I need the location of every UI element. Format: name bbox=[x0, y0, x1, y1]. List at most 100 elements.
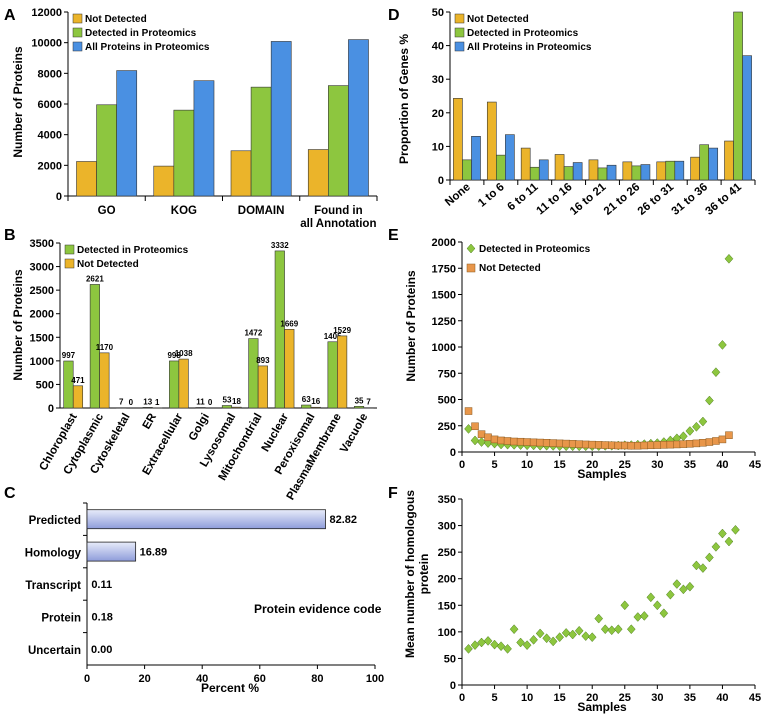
bar-detected-3 bbox=[328, 85, 349, 197]
point-mean bbox=[483, 636, 493, 646]
bar-all-0 bbox=[116, 70, 138, 197]
point-not-detected bbox=[601, 441, 609, 449]
point-mean bbox=[542, 633, 551, 644]
bar-not_detected-6 bbox=[231, 406, 242, 409]
x-category-label: all Annotation bbox=[300, 218, 376, 230]
bar-detected-10 bbox=[327, 341, 338, 409]
point-not-detected bbox=[712, 437, 720, 445]
point-not-detected bbox=[555, 439, 564, 448]
point-detected bbox=[679, 431, 688, 442]
panel-E-chart: 0 250 500 750 1000 1250 1500 1750 2000 0 5 10 15 20 25… bbox=[432, 237, 762, 471]
point-mean bbox=[587, 632, 597, 643]
point-not-detected bbox=[725, 431, 733, 439]
y-tick-label: 1750 bbox=[432, 263, 456, 275]
point-not-detected bbox=[699, 439, 707, 447]
bar-detected-7 bbox=[699, 144, 709, 181]
panel-B-ylabel: Number of Proteins bbox=[11, 269, 25, 381]
point-not-detected bbox=[647, 441, 655, 450]
point-mean bbox=[548, 636, 558, 647]
point-mean bbox=[503, 643, 512, 654]
legend-swatch-all bbox=[454, 41, 465, 52]
y-category-label: Protein bbox=[41, 612, 81, 624]
panel-C-xlabel: Percent % bbox=[201, 681, 259, 695]
panel-F-ylabel: Mean number of homologous protein bbox=[403, 490, 431, 658]
x-tick-label: 80 bbox=[311, 673, 323, 685]
point-mean bbox=[705, 552, 714, 563]
bar-detected-0 bbox=[63, 360, 74, 409]
point-not-detected bbox=[497, 436, 505, 445]
y-tick-label: 50 bbox=[444, 653, 456, 665]
bar-all-6 bbox=[674, 160, 685, 181]
point-not-detected bbox=[503, 437, 512, 445]
point-not-detected bbox=[568, 440, 577, 448]
bar-value-label: 35 bbox=[355, 396, 364, 405]
y-tick-label: 4000 bbox=[38, 130, 62, 142]
bar-value-label: 0.11 bbox=[91, 579, 112, 591]
bar-all-5 bbox=[640, 164, 651, 181]
x-tick-label: 40 bbox=[716, 692, 728, 704]
panel-F-ylabel-line1: Mean number of homologous bbox=[403, 490, 417, 658]
point-not-detected bbox=[621, 441, 629, 450]
point-detected bbox=[724, 253, 734, 264]
x-tick-label: 35 bbox=[684, 459, 696, 471]
bar-not_detected-4 bbox=[178, 358, 189, 409]
y-tick-label: 8000 bbox=[38, 68, 62, 80]
bar-not_detected-5 bbox=[622, 161, 633, 181]
point-not-detected bbox=[614, 441, 623, 450]
x-tick-label: 30 bbox=[651, 692, 663, 704]
point-mean bbox=[509, 624, 519, 635]
x-category-label: ER bbox=[141, 411, 160, 431]
legend-swatch-all bbox=[72, 41, 83, 52]
legend-swatch-not_detected bbox=[72, 13, 83, 24]
bar-value-label: 16 bbox=[311, 397, 320, 406]
y-tick-label: 1500 bbox=[30, 332, 54, 344]
legend-label: Detected in Proteomics bbox=[467, 28, 579, 39]
point-mean bbox=[522, 640, 532, 651]
y-tick-label: 1250 bbox=[432, 316, 456, 328]
x-category-label: DOMAIN bbox=[238, 205, 285, 217]
point-mean bbox=[718, 528, 727, 539]
x-category-label: 11 to 16 bbox=[534, 181, 574, 217]
bar-not_detected-8 bbox=[724, 140, 734, 181]
bar-detected-0 bbox=[462, 159, 472, 181]
x-tick-label: 20 bbox=[586, 459, 598, 471]
bar-detected-6 bbox=[221, 405, 233, 409]
bar-predicted bbox=[86, 509, 326, 530]
bar-detected-7 bbox=[248, 338, 259, 409]
legend-label: Not Detected bbox=[467, 14, 529, 25]
panel-A-chart: 0 2000 4000 6000 8000 10000 12000 GO KOG DOMAIN Fo… bbox=[31, 7, 378, 230]
point-not-detected bbox=[608, 441, 616, 450]
y-tick-label: 12000 bbox=[31, 7, 62, 19]
bar-not_detected-7 bbox=[257, 365, 268, 409]
point-mean bbox=[620, 600, 630, 611]
point-mean bbox=[496, 641, 506, 652]
legend-label: Detected in Proteomics bbox=[479, 244, 591, 255]
point-not-detected bbox=[679, 440, 688, 448]
bar-detected-4 bbox=[169, 360, 180, 409]
bar-value-label: 893 bbox=[256, 356, 270, 365]
panel-D-ylabel: Proportion of Genes % bbox=[397, 34, 411, 164]
bar-homology bbox=[86, 541, 137, 562]
legend-label: Not Detected bbox=[85, 14, 147, 25]
x-tick-label: 40 bbox=[716, 459, 728, 471]
panel-C-chart: 0 20 40 60 80 100 Predicted 82.82 Homology 16.89 T… bbox=[25, 502, 384, 685]
bar-value-label: 1472 bbox=[244, 329, 262, 338]
bar-all-4 bbox=[606, 164, 617, 181]
bar-value-label: 0 bbox=[208, 398, 213, 407]
x-tick-label: 20 bbox=[586, 692, 598, 704]
bar-value-label: 63 bbox=[302, 395, 311, 404]
x-category-label: 16 to 21 bbox=[568, 181, 609, 218]
point-detected bbox=[464, 424, 473, 434]
x-category-label: 26 to 31 bbox=[636, 181, 677, 218]
bar-all-7 bbox=[708, 147, 719, 181]
panel-label-F: F bbox=[388, 485, 398, 502]
y-tick-label: 10 bbox=[432, 141, 444, 153]
bar-value-label: 1529 bbox=[333, 326, 351, 335]
point-not-detected bbox=[705, 438, 714, 446]
x-tick-label: 25 bbox=[619, 459, 631, 471]
point-mean bbox=[470, 640, 480, 651]
point-not-detected bbox=[516, 437, 525, 446]
bar-all-3 bbox=[348, 39, 369, 197]
x-tick-label: 0 bbox=[459, 459, 465, 471]
